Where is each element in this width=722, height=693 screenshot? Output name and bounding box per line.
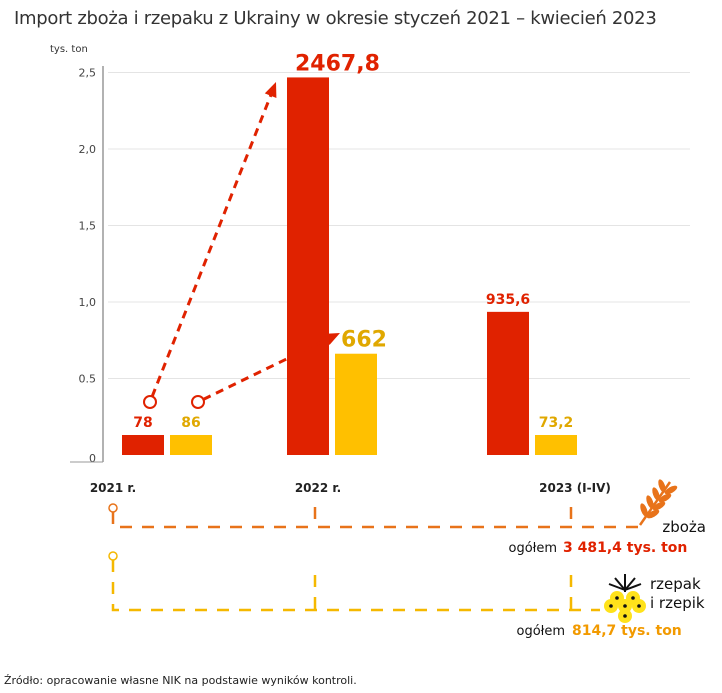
- legend-rapeseed-name-line2: i rzepik: [650, 594, 705, 612]
- data-label: 2467,8: [295, 51, 380, 76]
- data-label: 662: [341, 328, 387, 353]
- growth-arrow-grain-start-circle: [143, 395, 157, 409]
- wheat-icon: [638, 479, 678, 526]
- chart-title: Import zboża i rzepaku z Ukrainy w okres…: [14, 8, 657, 29]
- legend-rapeseed-name-line1: rzepak: [650, 575, 701, 593]
- timeline-pin-grain: [108, 503, 118, 513]
- y-tick-label: 1,0: [79, 296, 97, 309]
- bar-rapeseed: [335, 353, 377, 455]
- y-tick-label: 1,5: [79, 220, 97, 233]
- legend-rapeseed-total-prefix: ogółem: [516, 624, 565, 639]
- timeline-rapeseed: [111, 560, 600, 612]
- y-tick-label: 2,0: [79, 143, 97, 156]
- timeline-pin-rapeseed: [108, 551, 118, 561]
- bar-grain: [287, 77, 329, 455]
- growth-arrow-rapeseed-head: [324, 333, 340, 346]
- y-tick-label: 0: [89, 452, 96, 465]
- data-label: 78: [133, 415, 152, 431]
- legend-grain-name: zboża: [662, 518, 706, 536]
- data-label: 86: [181, 415, 200, 431]
- growth-arrow-rapeseed-start-circle: [191, 395, 205, 409]
- y-tick-label: 2,5: [79, 67, 97, 80]
- bar-grain: [122, 435, 164, 455]
- x-category-label: 2023 (I-IV): [539, 481, 611, 495]
- legend-grain-total-prefix: ogółem: [508, 541, 557, 556]
- growth-arrow-rapeseed: [202, 337, 329, 401]
- x-category-label: 2022 r.: [295, 481, 341, 495]
- data-label: 73,2: [539, 415, 574, 431]
- data-label: 935,6: [486, 292, 530, 308]
- y-axis-label: tys. ton: [50, 44, 88, 55]
- bar-rapeseed: [535, 435, 577, 455]
- growth-arrow-grain-head: [264, 82, 277, 98]
- y-tick-label: 0.5: [79, 373, 97, 386]
- bar-grain: [487, 311, 529, 455]
- legend-rapeseed-total: 814,7 tys. ton: [572, 623, 682, 639]
- bar-rapeseed: [170, 435, 212, 455]
- rapeseed-flower-icon: [604, 574, 646, 623]
- timeline-grain: [111, 507, 640, 529]
- source-note: Źródło: opracowanie własne NIK na podsta…: [4, 674, 357, 687]
- legend-grain-total: 3 481,4 tys. ton: [563, 540, 687, 556]
- growth-arrow-grain: [150, 94, 273, 397]
- x-category-label: 2021 r.: [90, 481, 136, 495]
